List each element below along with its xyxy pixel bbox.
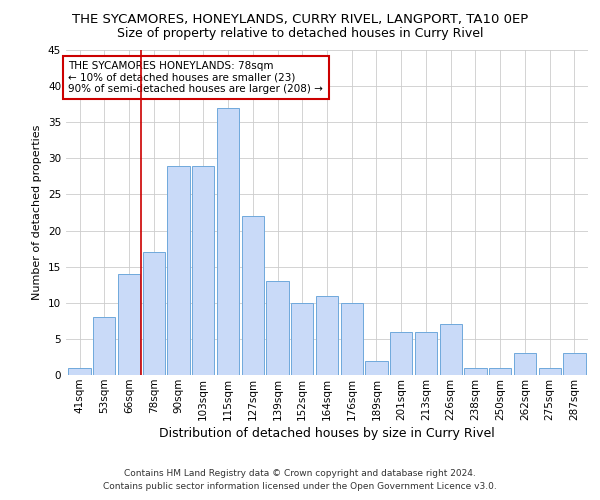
Bar (341, 303, 363, 375)
X-axis label: Distribution of detached houses by size in Curry Rivel: Distribution of detached houses by size … (159, 427, 495, 440)
Bar (390, 332, 412, 375)
Bar (266, 281, 289, 375)
Bar (464, 368, 487, 375)
Y-axis label: Number of detached properties: Number of detached properties (32, 125, 43, 300)
Bar (316, 296, 338, 375)
Bar (93, 317, 115, 375)
Bar (539, 368, 561, 375)
Bar (192, 166, 214, 375)
Bar (514, 354, 536, 375)
Bar (143, 252, 165, 375)
Text: Size of property relative to detached houses in Curry Rivel: Size of property relative to detached ho… (117, 28, 483, 40)
Bar (242, 216, 264, 375)
Bar (489, 368, 511, 375)
Bar (440, 324, 462, 375)
Bar (118, 274, 140, 375)
Bar (217, 108, 239, 375)
Text: THE SYCAMORES, HONEYLANDS, CURRY RIVEL, LANGPORT, TA10 0EP: THE SYCAMORES, HONEYLANDS, CURRY RIVEL, … (72, 12, 528, 26)
Bar (365, 360, 388, 375)
Bar (415, 332, 437, 375)
Text: THE SYCAMORES HONEYLANDS: 78sqm
← 10% of detached houses are smaller (23)
90% of: THE SYCAMORES HONEYLANDS: 78sqm ← 10% of… (68, 61, 323, 94)
Bar (68, 368, 91, 375)
Bar (167, 166, 190, 375)
Bar (291, 303, 313, 375)
Text: Contains HM Land Registry data © Crown copyright and database right 2024.
Contai: Contains HM Land Registry data © Crown c… (103, 470, 497, 491)
Bar (563, 354, 586, 375)
